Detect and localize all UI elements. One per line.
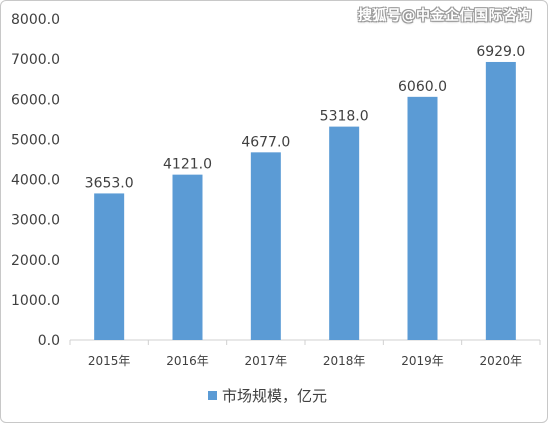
bar	[329, 126, 360, 340]
y-tick-label: 7000.0	[11, 52, 60, 68]
bar	[172, 174, 203, 340]
data-label: 3653.0	[85, 175, 134, 191]
data-label: 6060.0	[398, 79, 447, 95]
y-tick-label: 2000.0	[11, 253, 60, 269]
y-tick-label: 5000.0	[11, 132, 60, 148]
y-tick-label: 1000.0	[11, 293, 60, 309]
data-label: 4121.0	[163, 157, 212, 173]
data-label: 5318.0	[320, 109, 369, 125]
data-label: 6929.0	[476, 44, 525, 60]
watermark: 搜狐号@中金企信国际咨询	[358, 8, 532, 24]
bar	[485, 61, 516, 340]
x-tick-label: 2018年	[323, 354, 366, 368]
y-tick-label: 3000.0	[11, 213, 60, 229]
x-tick-label: 2016年	[166, 354, 209, 368]
legend-label: 市场规模，亿元	[222, 387, 327, 405]
y-tick-label: 0.0	[38, 333, 60, 349]
y-tick-label: 6000.0	[11, 92, 60, 108]
y-tick-label: 8000.0	[11, 12, 60, 28]
x-tick-label: 2015年	[88, 354, 131, 368]
x-tick-label: 2019年	[401, 354, 444, 368]
legend-swatch	[208, 391, 217, 400]
bar	[94, 193, 125, 340]
y-tick-label: 4000.0	[11, 173, 60, 189]
x-tick-label: 2017年	[245, 354, 288, 368]
bar	[407, 96, 438, 340]
bar	[250, 152, 281, 340]
x-tick-label: 2020年	[480, 354, 523, 368]
data-label: 4677.0	[241, 134, 290, 150]
